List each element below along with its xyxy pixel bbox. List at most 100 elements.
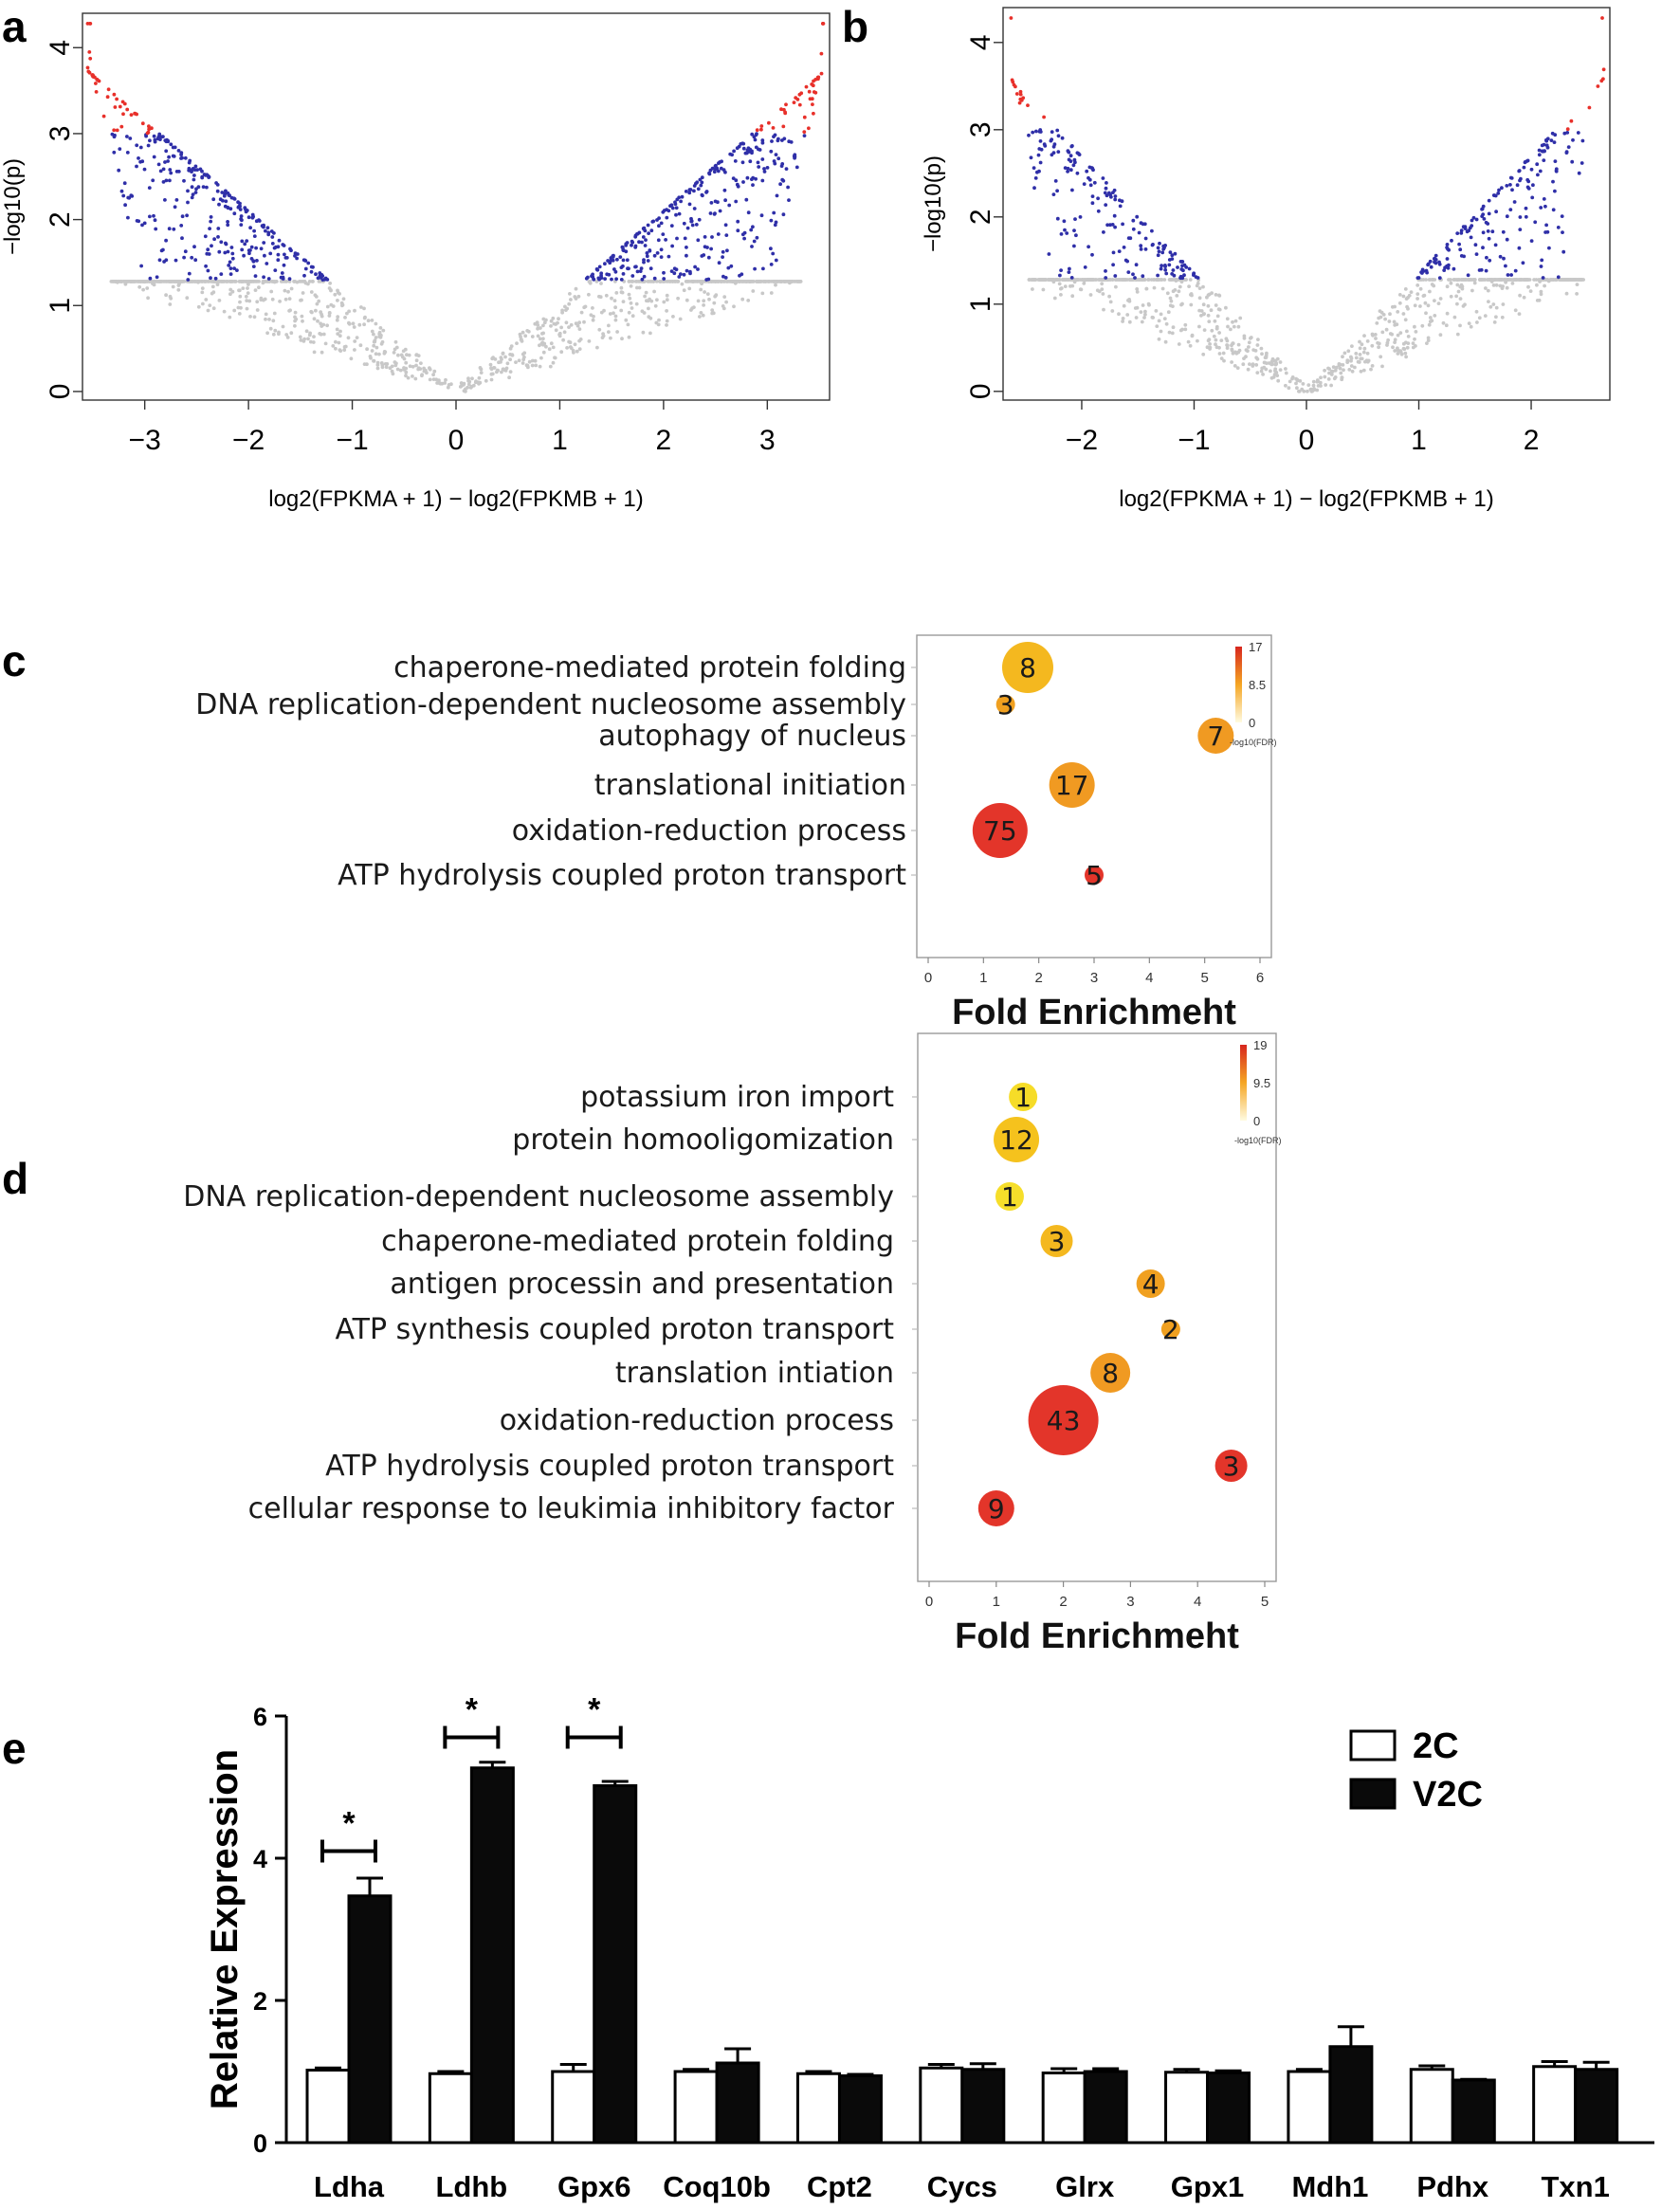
gray-point xyxy=(587,339,592,343)
gray-point xyxy=(501,351,505,356)
blue-point xyxy=(1137,230,1141,235)
blue-point xyxy=(772,210,776,215)
gray-point xyxy=(1246,367,1251,372)
gray-point xyxy=(547,347,552,352)
blue-point xyxy=(1556,275,1561,280)
gray-point xyxy=(789,280,794,283)
blue-point xyxy=(1505,237,1509,242)
blue-point xyxy=(1515,183,1520,188)
gray-point xyxy=(665,319,669,323)
gray-point xyxy=(1420,323,1425,328)
gray-point xyxy=(758,280,763,283)
gray-point xyxy=(651,280,656,283)
gray-point xyxy=(384,365,389,370)
blue-point xyxy=(209,219,213,224)
blue-point xyxy=(1103,191,1107,195)
gray-point xyxy=(1210,328,1214,333)
gray-point xyxy=(644,290,648,295)
blue-point xyxy=(1484,220,1488,225)
blue-point xyxy=(243,242,247,246)
blue-point xyxy=(140,223,144,228)
go-term-label: DNA replication-dependent nucleosome ass… xyxy=(183,1180,894,1214)
gray-point xyxy=(1284,371,1288,375)
blue-point xyxy=(643,244,648,247)
blue-point xyxy=(151,178,155,183)
red-point xyxy=(771,126,776,130)
gray-point xyxy=(1189,293,1193,297)
blue-point xyxy=(607,272,612,277)
gray-point xyxy=(164,280,168,283)
gray-point xyxy=(1082,282,1087,285)
gray-point xyxy=(1306,389,1309,393)
gray-point xyxy=(1146,301,1151,306)
blue-point xyxy=(715,166,720,171)
blue-point xyxy=(720,159,723,164)
blue-point xyxy=(1462,254,1466,259)
gray-point xyxy=(1102,307,1105,312)
blue-point xyxy=(1522,165,1526,170)
gray-point xyxy=(1483,314,1488,318)
blue-point xyxy=(245,239,249,243)
gray-point xyxy=(1409,290,1414,294)
blue-point xyxy=(1068,154,1073,158)
x-tick-label: 0 xyxy=(448,425,465,456)
gray-point xyxy=(701,313,705,318)
blue-point xyxy=(672,271,677,276)
blue-point xyxy=(270,235,275,239)
gray-point xyxy=(508,353,512,356)
gray-point xyxy=(627,280,631,283)
blue-point xyxy=(1479,267,1484,272)
gray-point xyxy=(732,304,736,309)
gray-point xyxy=(225,280,229,283)
gray-point xyxy=(577,327,582,331)
blue-point xyxy=(727,203,732,208)
blue-point xyxy=(1556,226,1561,229)
gray-point xyxy=(244,280,247,283)
gray-point xyxy=(1143,309,1147,314)
gray-point xyxy=(1323,374,1327,379)
blue-point xyxy=(1121,222,1124,227)
gray-point xyxy=(549,324,553,328)
gene-label: Cpt2 xyxy=(807,2170,872,2203)
blue-point xyxy=(1481,204,1486,209)
gray-point xyxy=(467,379,472,384)
x-tick-label: 5 xyxy=(1261,1594,1269,1610)
blue-point xyxy=(204,264,209,268)
gray-point xyxy=(1398,331,1403,335)
blue-point xyxy=(280,271,284,275)
blue-point xyxy=(173,258,178,263)
blue-point xyxy=(751,183,755,188)
x-tick-label: 2 xyxy=(656,425,672,456)
blue-point xyxy=(661,232,666,237)
gray-point xyxy=(228,292,232,297)
blue-point xyxy=(696,267,700,271)
blue-point xyxy=(222,193,227,198)
gray-point xyxy=(278,300,282,303)
gray-point xyxy=(1338,366,1342,371)
gray-point xyxy=(1063,284,1068,288)
gray-point xyxy=(374,336,378,339)
gray-point xyxy=(1534,278,1539,282)
gray-point xyxy=(315,301,320,306)
gray-point xyxy=(1183,322,1188,327)
blue-point xyxy=(216,227,221,230)
blue-point xyxy=(158,137,162,142)
blue-point xyxy=(1570,159,1575,164)
gray-point xyxy=(375,363,380,367)
gray-point xyxy=(560,308,564,313)
gray-point xyxy=(1041,287,1046,292)
blue-point xyxy=(237,204,242,209)
gray-point xyxy=(283,288,287,293)
gray-point xyxy=(698,315,702,319)
blue-point xyxy=(1072,228,1076,233)
gray-point xyxy=(1121,317,1125,320)
red-point xyxy=(1014,92,1019,96)
blue-point xyxy=(659,221,664,226)
gray-point xyxy=(1500,315,1505,319)
gray-point xyxy=(1512,278,1516,282)
blue-point xyxy=(736,228,740,233)
gray-point xyxy=(637,285,642,290)
gray-point xyxy=(335,327,339,332)
blue-point xyxy=(1167,263,1172,267)
red-point xyxy=(115,128,119,133)
